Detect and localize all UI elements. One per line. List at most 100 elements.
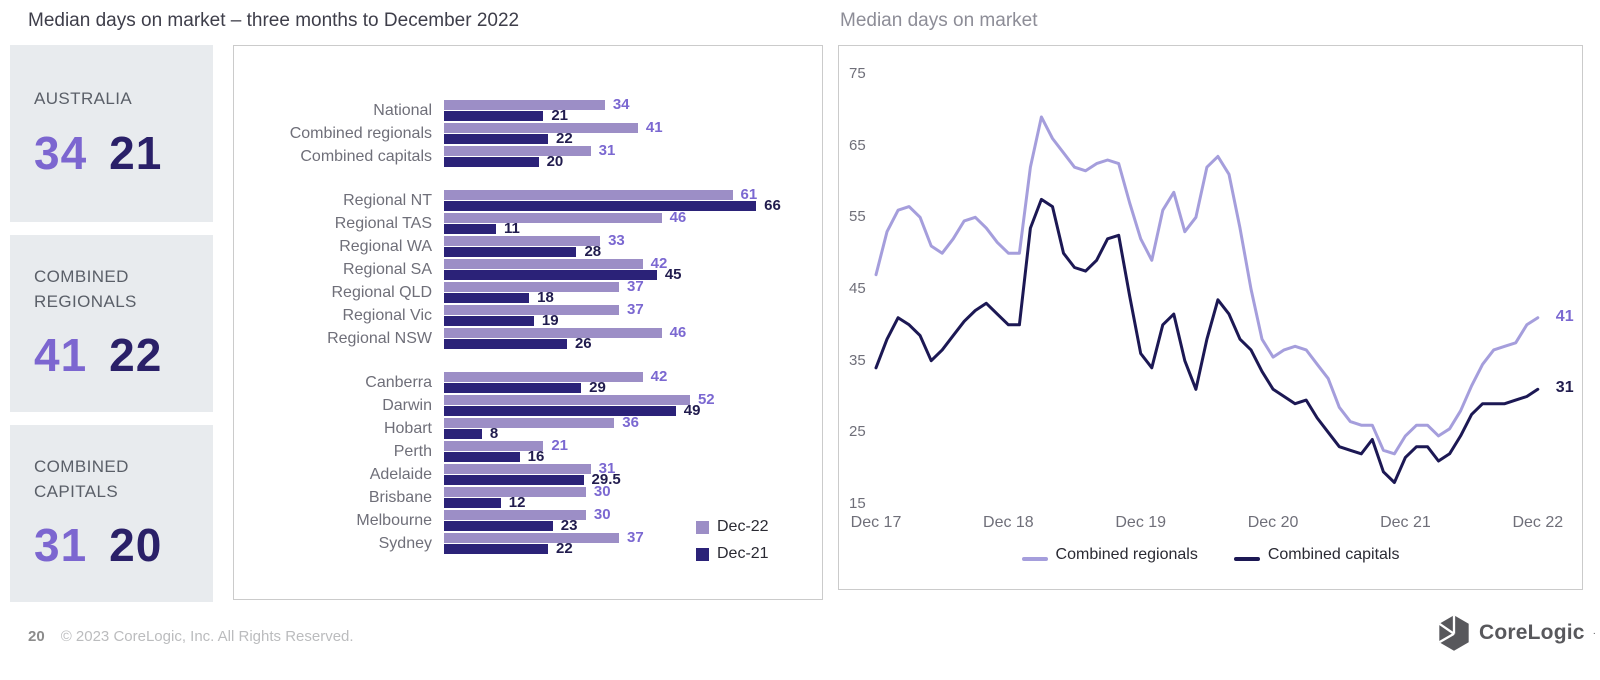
- bar-category-label: Regional TAS: [334, 215, 432, 232]
- bar-category-label: Brisbane: [368, 489, 432, 506]
- bar-pair: 37 22: [444, 529, 822, 557]
- bar-dec22: [444, 236, 601, 246]
- bar-row: Regional TAS 46 11: [234, 209, 822, 237]
- bar-dec21: [444, 521, 553, 531]
- bar-value-dec22: 37: [627, 529, 644, 546]
- capitals-end-value: 31: [1555, 379, 1574, 397]
- legend-item-dec21: Dec-21: [696, 545, 769, 563]
- x-tick-label: Dec 20: [1247, 514, 1299, 531]
- legend-item-dec22: Dec-22: [696, 518, 769, 536]
- x-tick-label: Dec 19: [1115, 514, 1167, 531]
- bar-category-label: Regional SA: [343, 261, 432, 278]
- legend-label: Dec-22: [717, 518, 769, 535]
- bar-row: Brisbane 30 12: [234, 484, 822, 510]
- bar-row: National 34 21: [234, 96, 822, 123]
- footer: 20 © 2023 CoreLogic, Inc. All Rights Res…: [28, 628, 354, 645]
- summary-value-dec22: 41: [34, 329, 88, 382]
- x-tick-label: Dec 21: [1380, 514, 1431, 531]
- bar-dec21: [444, 111, 544, 121]
- summary-card-australia: AUSTRALIA 34 21: [10, 45, 213, 222]
- bar-dec22: [444, 418, 615, 428]
- line-series-1: [874, 197, 1540, 484]
- bar-row: Regional NSW 46 26: [234, 325, 822, 352]
- bar-value-dec22: 46: [669, 209, 687, 226]
- bar-category-label: Melbourne: [356, 512, 432, 529]
- bar-value-dec21: 16: [527, 448, 545, 465]
- bar-dec21: [444, 247, 577, 257]
- summary-card-label: COMBINED CAPITALS: [34, 456, 129, 501]
- summary-value-dec21: 21: [109, 126, 163, 179]
- bar-pair: 30 23: [444, 506, 822, 533]
- y-tick-label: 75: [849, 65, 866, 82]
- bar-value-dec21: 29.5: [591, 471, 621, 488]
- bar-dec22: [444, 282, 619, 292]
- bar-value-dec21: 66: [764, 197, 781, 214]
- legend-item-combined-regionals: Combined regionals: [1021, 546, 1198, 564]
- bar-row: Combined capitals 31 20: [234, 143, 822, 169]
- bar-category-label: Regional QLD: [331, 284, 433, 301]
- summary-card-values: 41 22: [34, 328, 213, 382]
- bar-pair: 34 21: [444, 96, 822, 123]
- bar-row: Regional Vic 37 19: [234, 302, 822, 329]
- bar-dec22: [444, 487, 586, 497]
- summary-card-values: 31 20: [34, 518, 213, 572]
- bar-dec21: [444, 429, 482, 439]
- bar-category-label: Regional WA: [339, 238, 432, 255]
- page-title: Median days on market – three months to …: [28, 10, 520, 31]
- bar-dec22: [444, 100, 605, 110]
- regionals-line-swatch-icon: [1021, 556, 1048, 561]
- bar-category-label: Canberra: [365, 374, 432, 391]
- bar-dec21: [444, 157, 539, 167]
- bar-dec21: [444, 134, 549, 144]
- bar-value-dec21: 11: [504, 220, 520, 237]
- bar-row: Regional WA 33 28: [234, 232, 822, 259]
- corelogic-cube-icon: [1438, 615, 1469, 651]
- bar-dec22: [444, 305, 619, 315]
- capitals-line-swatch-icon: [1233, 556, 1260, 561]
- bar-row: Hobart 36 8: [234, 415, 822, 441]
- bar-chart: National 34 21 Combined regionals 41 22 Combin…: [234, 96, 822, 557]
- bar-value-dec21: 45: [664, 266, 682, 283]
- bar-dec22: [444, 146, 591, 156]
- summary-card-label: COMBINED REGIONALS: [34, 266, 137, 311]
- bar-group: National 34 21 Combined regionals 41 22 Combin…: [234, 96, 822, 169]
- bar-value-dec21: 19: [541, 312, 559, 329]
- bar-pair: 30 12: [444, 484, 822, 510]
- y-tick-label: 45: [849, 280, 866, 297]
- bar-dec21: [444, 452, 520, 462]
- bar-category-label: Hobart: [383, 420, 432, 437]
- bar-value-dec22: 33: [608, 232, 625, 249]
- bar-dec22: [444, 372, 643, 382]
- bar-pair: 37 19: [444, 302, 822, 329]
- bar-pair: 21 16: [444, 438, 822, 465]
- bar-category-label: Darwin: [382, 397, 432, 414]
- bar-value-dec21: 26: [574, 335, 592, 352]
- bar-value-dec22: 30: [593, 506, 611, 523]
- bar-value-dec21: 22: [556, 540, 573, 557]
- bar-pair: 37 18: [444, 279, 822, 305]
- corelogic-logo-text: CoreLogic: [1479, 621, 1585, 644]
- bar-row: Combined regionals 41 22: [234, 120, 822, 147]
- y-tick-label: 15: [849, 495, 866, 512]
- bar-value-dec22: 34: [612, 96, 630, 113]
- bar-dec21: [444, 270, 657, 280]
- bar-dec21: [444, 383, 582, 393]
- bar-value-dec22: 52: [697, 391, 715, 408]
- summary-value-dec22: 34: [34, 126, 88, 179]
- summary-value-dec21: 22: [109, 329, 163, 382]
- legend-item-combined-capitals: Combined capitals: [1233, 546, 1399, 564]
- bar-category-label: Regional NSW: [327, 330, 432, 347]
- line-series-0: [874, 115, 1540, 456]
- bar-dec21: [444, 498, 501, 508]
- bar-group: Regional NT 61 66 Regional TAS 46 11 Regional …: [234, 187, 822, 352]
- line-chart-title: Median days on market: [840, 10, 1038, 31]
- bar-dec22: [444, 395, 690, 405]
- bar-dec21: [444, 201, 757, 211]
- bar-pair: 31 29.5: [444, 461, 822, 488]
- bar-value-dec21: 22: [556, 130, 573, 147]
- bar-category-label: Regional Vic: [342, 307, 432, 324]
- line-chart-legend: Combined regionals Combined capitals: [839, 546, 1582, 564]
- summary-card-values: 34 21: [34, 126, 213, 180]
- summary-value-dec21: 20: [109, 519, 163, 572]
- bar-pair: 52 49: [444, 391, 822, 418]
